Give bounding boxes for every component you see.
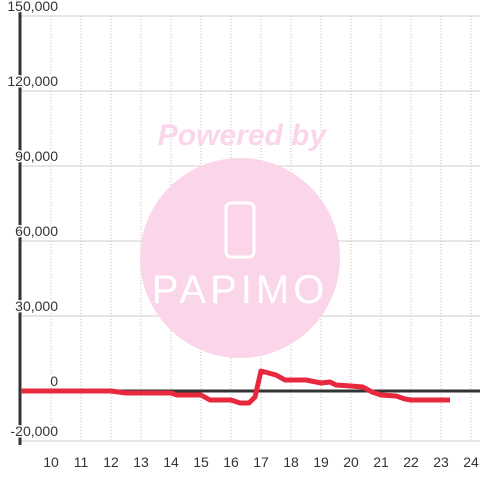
x-tick-label: 11	[74, 454, 89, 470]
x-tick-label: 10	[43, 454, 59, 470]
y-tick-label: 30,000	[15, 298, 58, 314]
y-tick-label: -20,000	[11, 423, 59, 439]
watermark-text: Powered by	[158, 119, 328, 152]
x-tick-label: 22	[403, 454, 419, 470]
x-tick-label: 19	[313, 454, 329, 470]
y-tick-label: 0	[50, 373, 58, 389]
y-tick-label: 60,000	[15, 223, 58, 239]
y-tick-label: 150,000	[7, 0, 58, 14]
x-tick-label: 23	[433, 454, 449, 470]
watermark-logo: PAPIMO	[152, 268, 329, 312]
y-tick-label: 90,000	[15, 148, 58, 164]
y-tick-label: 120,000	[7, 73, 58, 89]
watermark-phone	[224, 201, 256, 259]
x-tick-label: 14	[163, 454, 179, 470]
data-line	[21, 368, 450, 406]
x-tick-label: 20	[343, 454, 359, 470]
x-tick-label: 21	[373, 454, 389, 470]
x-tick-label: 12	[103, 454, 119, 470]
x-tick-label: 17	[253, 454, 269, 470]
x-tick-label: 13	[133, 454, 149, 470]
x-tick-label: 24	[463, 454, 479, 470]
x-tick-label: 15	[193, 454, 209, 470]
x-tick-label: 16	[223, 454, 239, 470]
x-tick-label: 18	[283, 454, 299, 470]
